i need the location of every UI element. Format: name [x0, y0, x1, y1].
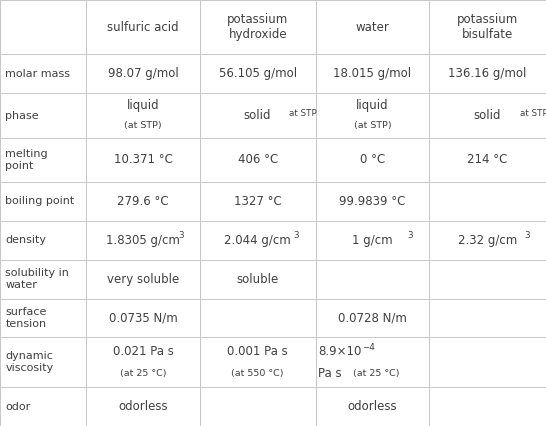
Text: sulfuric acid: sulfuric acid	[107, 20, 179, 34]
Text: 3: 3	[524, 231, 530, 240]
Text: 0.0735 N/m: 0.0735 N/m	[109, 311, 177, 325]
Text: molar mass: molar mass	[5, 69, 70, 79]
Text: liquid: liquid	[127, 99, 159, 112]
Text: odor: odor	[5, 402, 31, 412]
Text: 0.021 Pa s: 0.021 Pa s	[112, 345, 174, 358]
Text: 98.07 g/mol: 98.07 g/mol	[108, 67, 179, 80]
Text: 3: 3	[408, 231, 413, 240]
Text: 136.16 g/mol: 136.16 g/mol	[448, 67, 527, 80]
Text: phase: phase	[5, 111, 39, 121]
Text: at STP: at STP	[520, 109, 546, 118]
Text: −4: −4	[361, 343, 375, 351]
Text: 1.8305 g/cm: 1.8305 g/cm	[106, 233, 180, 247]
Text: Pa s: Pa s	[318, 367, 342, 380]
Text: odorless: odorless	[118, 400, 168, 413]
Text: 0.0728 N/m: 0.0728 N/m	[338, 311, 407, 325]
Text: 0 °C: 0 °C	[360, 153, 385, 166]
Text: 279.6 °C: 279.6 °C	[117, 195, 169, 207]
Text: 18.015 g/mol: 18.015 g/mol	[333, 67, 412, 80]
Text: solid: solid	[244, 109, 271, 122]
Text: surface
tension: surface tension	[5, 307, 47, 329]
Text: water: water	[355, 20, 389, 34]
Text: at STP: at STP	[289, 109, 317, 118]
Text: density: density	[5, 235, 46, 245]
Text: 99.9839 °C: 99.9839 °C	[339, 195, 406, 207]
Text: potassium
bisulfate: potassium bisulfate	[457, 13, 518, 41]
Text: boiling point: boiling point	[5, 196, 75, 206]
Text: melting
point: melting point	[5, 149, 48, 170]
Text: 3: 3	[179, 231, 184, 240]
Text: liquid: liquid	[356, 99, 389, 112]
Text: (at 550 °C): (at 550 °C)	[232, 368, 284, 378]
Text: solid: solid	[473, 109, 501, 122]
Text: 2.044 g/cm: 2.044 g/cm	[224, 233, 291, 247]
Text: 8.9×10: 8.9×10	[318, 345, 361, 358]
Text: 3: 3	[294, 231, 299, 240]
Text: 2.32 g/cm: 2.32 g/cm	[458, 233, 517, 247]
Text: odorless: odorless	[348, 400, 397, 413]
Text: (at 25 °C): (at 25 °C)	[120, 368, 167, 378]
Text: solubility in
water: solubility in water	[5, 268, 69, 290]
Text: (at STP): (at STP)	[124, 121, 162, 130]
Text: 56.105 g/mol: 56.105 g/mol	[218, 67, 297, 80]
Text: 406 °C: 406 °C	[238, 153, 278, 166]
Text: 1327 °C: 1327 °C	[234, 195, 282, 207]
Text: soluble: soluble	[236, 273, 279, 285]
Text: 1 g/cm: 1 g/cm	[352, 233, 393, 247]
Text: potassium
hydroxide: potassium hydroxide	[227, 13, 288, 41]
Text: (at STP): (at STP)	[354, 121, 391, 130]
Text: 214 °C: 214 °C	[467, 153, 508, 166]
Text: (at 25 °C): (at 25 °C)	[351, 368, 400, 378]
Text: very soluble: very soluble	[107, 273, 179, 285]
Text: 0.001 Pa s: 0.001 Pa s	[227, 345, 288, 358]
Text: 10.371 °C: 10.371 °C	[114, 153, 173, 166]
Text: dynamic
viscosity: dynamic viscosity	[5, 351, 54, 373]
